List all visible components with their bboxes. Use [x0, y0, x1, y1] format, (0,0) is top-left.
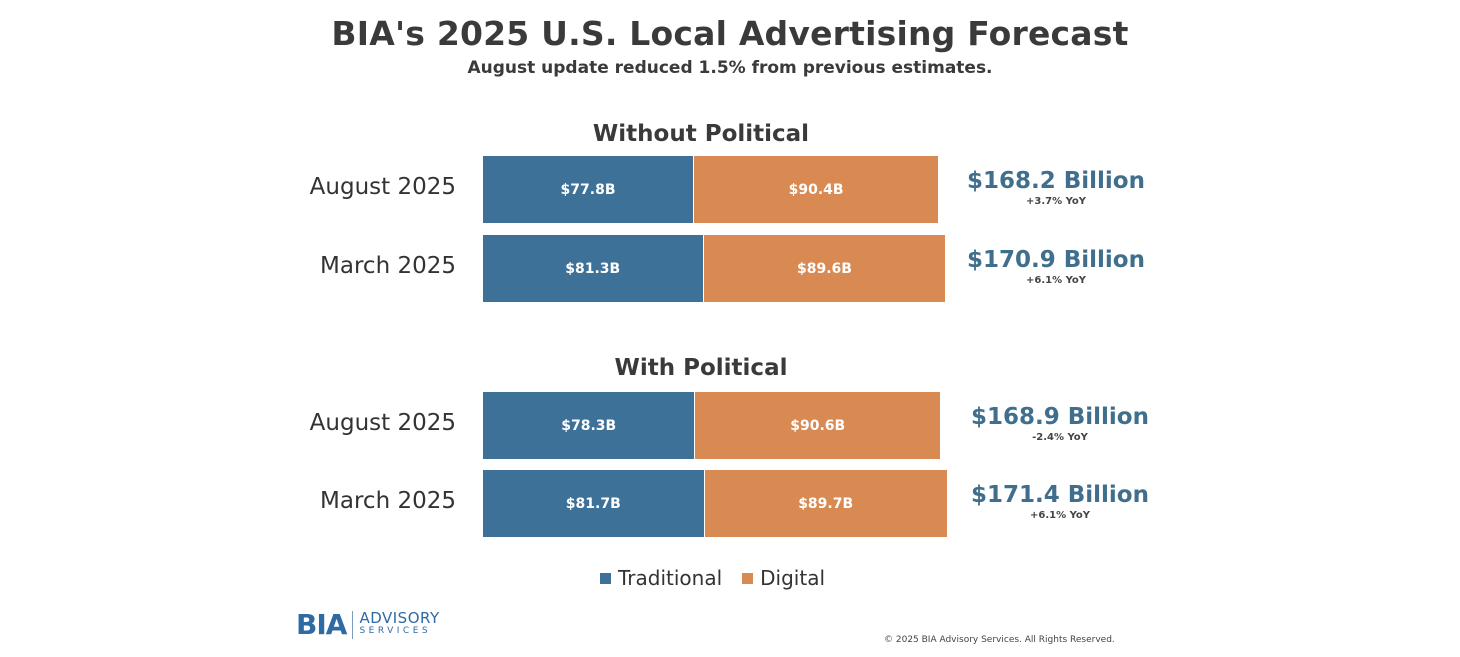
legend-swatch-traditional [600, 572, 611, 584]
logo-divider [352, 610, 354, 639]
legend-item-traditional: Traditional [600, 566, 722, 590]
logo-services: SERVICES [359, 625, 432, 636]
chart-subtitle: August update reduced 1.5% from previous… [467, 58, 993, 78]
copyright: © 2025 BIA Advisory Services. All Rights… [884, 635, 1115, 645]
total-yoy: +6.1% YoY [1025, 275, 1087, 286]
bar-traditional: $77.8B [483, 156, 694, 223]
total-yoy: -2.4% YoY [1032, 432, 1088, 443]
total-block: $168.2 Billion +3.7% YoY [956, 167, 1156, 209]
legend-item-digital: Digital [742, 566, 825, 590]
bar-digital: $90.4B [694, 156, 939, 223]
total-value: $168.2 Billion [966, 168, 1145, 194]
logo-text: ADVISORY SERVICES [359, 608, 440, 638]
section-title-without-political: Without Political [592, 121, 810, 147]
logo-advisory: ADVISORY [359, 608, 440, 627]
total-block: $171.4 Billion +6.1% YoY [960, 481, 1160, 523]
bar-traditional: $81.3B [483, 235, 703, 302]
total-block: $170.9 Billion +6.1% YoY [956, 246, 1156, 288]
row-label: August 2025 [309, 174, 456, 200]
row-label: March 2025 [320, 488, 456, 514]
legend-label-digital: Digital [760, 566, 826, 590]
total-value: $171.4 Billion [970, 482, 1149, 508]
legend-swatch-digital [742, 572, 754, 584]
total-value: $170.9 Billion [966, 247, 1145, 273]
bar-traditional: $78.3B [483, 392, 695, 459]
bar-digital: $89.7B [704, 470, 947, 537]
total-value: $168.9 Billion [970, 404, 1149, 430]
row-label: August 2025 [309, 410, 456, 436]
bar-digital: $89.6B [703, 235, 946, 302]
total-block: $168.9 Billion -2.4% YoY [960, 403, 1160, 445]
total-yoy: +6.1% YoY [1029, 510, 1091, 521]
bar-digital: $90.6B [695, 392, 941, 459]
chart-title: BIA's 2025 U.S. Local Advertising Foreca… [331, 14, 1129, 53]
legend: Traditional Digital [600, 566, 845, 590]
bia-logo: BIA ADVISORY SERVICES [296, 608, 440, 641]
legend-label-traditional: Traditional [618, 566, 723, 590]
row-label: March 2025 [320, 253, 456, 279]
total-yoy: +3.7% YoY [1025, 196, 1087, 207]
bar-traditional: $81.7B [483, 470, 704, 537]
logo-brand: BIA [296, 608, 347, 641]
section-title-with-political: With Political [614, 355, 788, 381]
